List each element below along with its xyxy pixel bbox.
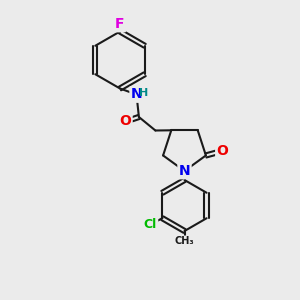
Text: CH₃: CH₃: [175, 236, 194, 247]
Text: F: F: [115, 17, 125, 31]
Text: H: H: [140, 88, 148, 98]
Text: Cl: Cl: [144, 218, 157, 231]
Text: N: N: [131, 88, 142, 101]
Text: O: O: [217, 144, 228, 158]
Text: N: N: [179, 164, 190, 178]
Text: O: O: [119, 115, 131, 128]
